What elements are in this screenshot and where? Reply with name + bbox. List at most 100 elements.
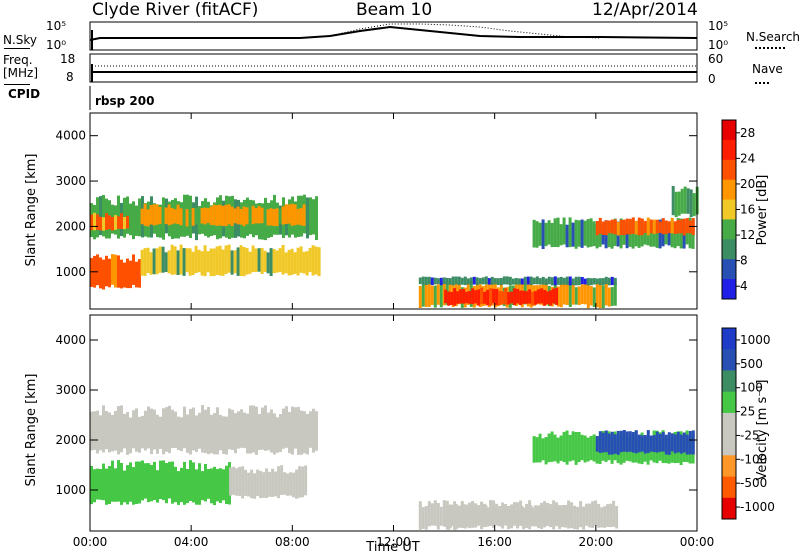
data-cell bbox=[541, 438, 545, 461]
data-cell bbox=[123, 470, 126, 503]
data-cell bbox=[155, 248, 159, 275]
x-tick-label: 04:00 bbox=[174, 535, 209, 549]
data-cell bbox=[471, 288, 475, 305]
data-cell bbox=[262, 472, 266, 498]
data-cell bbox=[585, 503, 589, 526]
data-cell bbox=[535, 437, 539, 463]
data-cell bbox=[228, 408, 231, 450]
data-cell bbox=[194, 245, 198, 273]
data-cell bbox=[418, 286, 422, 308]
data-cell bbox=[418, 501, 422, 530]
data-cell bbox=[126, 412, 129, 455]
data-cell bbox=[495, 289, 499, 306]
data-cell bbox=[616, 221, 620, 236]
data-cell bbox=[298, 466, 302, 498]
data-cell bbox=[520, 505, 524, 525]
data-cell bbox=[168, 405, 171, 454]
data-cell bbox=[257, 248, 261, 272]
data-cell bbox=[285, 406, 288, 448]
data-cell bbox=[676, 219, 680, 234]
velocity-colorbar-label: Velocity [m s⁻¹] bbox=[755, 380, 770, 481]
x-axis-title: Time UT bbox=[365, 540, 419, 554]
data-cell bbox=[242, 206, 246, 227]
data-cell bbox=[607, 221, 611, 248]
data-cell bbox=[215, 246, 219, 275]
data-cell bbox=[640, 218, 644, 236]
data-cell bbox=[556, 217, 560, 248]
data-cell bbox=[658, 219, 662, 249]
data-cell bbox=[209, 206, 213, 225]
data-cell bbox=[604, 276, 608, 285]
data-cell bbox=[679, 434, 683, 454]
data-cell bbox=[135, 205, 138, 236]
data-cell bbox=[589, 436, 593, 461]
data-cell bbox=[284, 252, 288, 274]
data-cell bbox=[529, 276, 533, 285]
data-cell bbox=[607, 433, 611, 455]
data-cell bbox=[230, 206, 234, 227]
data-cell bbox=[300, 410, 303, 455]
data-cell bbox=[147, 406, 150, 449]
data-cell bbox=[568, 276, 572, 286]
data-cell bbox=[191, 208, 195, 226]
data-cell bbox=[504, 288, 508, 305]
data-cell bbox=[290, 248, 294, 275]
colorbar-swatch bbox=[722, 120, 736, 141]
data-cell bbox=[302, 251, 306, 274]
data-cell bbox=[141, 460, 144, 501]
data-cell bbox=[622, 219, 626, 236]
data-cell bbox=[532, 219, 536, 248]
data-cell bbox=[108, 412, 111, 453]
data-cell bbox=[170, 244, 174, 275]
data-cell bbox=[583, 278, 587, 285]
data-cell bbox=[229, 467, 233, 496]
data-cell bbox=[448, 278, 452, 285]
data-cell bbox=[250, 469, 254, 499]
data-cell bbox=[538, 433, 542, 463]
data-cell bbox=[159, 460, 162, 499]
data-cell bbox=[492, 288, 496, 304]
data-cell bbox=[239, 245, 243, 276]
data-cell bbox=[96, 254, 99, 286]
data-cell bbox=[108, 258, 111, 288]
data-cell bbox=[292, 472, 296, 498]
data-cell bbox=[306, 197, 309, 239]
data-cell bbox=[577, 276, 581, 286]
data-cell bbox=[595, 281, 599, 308]
data-cell bbox=[480, 287, 484, 305]
data-cell bbox=[475, 507, 479, 523]
data-cell bbox=[126, 196, 129, 234]
data-cell bbox=[444, 289, 448, 304]
data-cell bbox=[259, 470, 263, 499]
data-cell bbox=[450, 291, 454, 306]
data-cell bbox=[270, 409, 273, 453]
data-cell bbox=[538, 222, 542, 246]
data-cell bbox=[284, 204, 288, 224]
data-cell bbox=[227, 244, 231, 273]
data-cell bbox=[309, 411, 312, 448]
data-cell bbox=[170, 208, 174, 225]
data-cell bbox=[278, 208, 282, 224]
data-cell bbox=[123, 262, 126, 288]
nsky-panel-frame bbox=[89, 21, 698, 51]
y-tick-label: 4000 bbox=[55, 333, 86, 347]
data-cell bbox=[481, 505, 485, 524]
colorbar-swatch bbox=[722, 239, 736, 260]
data-cell bbox=[132, 410, 135, 449]
colorbar-tick-label: 20 bbox=[740, 177, 755, 191]
data-cell bbox=[271, 468, 275, 497]
data-cell bbox=[604, 220, 608, 236]
data-cell bbox=[487, 278, 491, 285]
data-cell bbox=[195, 415, 198, 452]
data-cell bbox=[126, 258, 129, 289]
data-cell bbox=[606, 504, 610, 527]
data-cell bbox=[526, 276, 530, 285]
data-cell bbox=[221, 205, 225, 227]
data-cell bbox=[138, 416, 141, 453]
data-cell bbox=[465, 291, 469, 304]
data-cell bbox=[257, 206, 261, 224]
data-cell bbox=[547, 508, 551, 523]
y-tick-label: 2000 bbox=[55, 219, 86, 233]
data-cell bbox=[102, 405, 105, 453]
